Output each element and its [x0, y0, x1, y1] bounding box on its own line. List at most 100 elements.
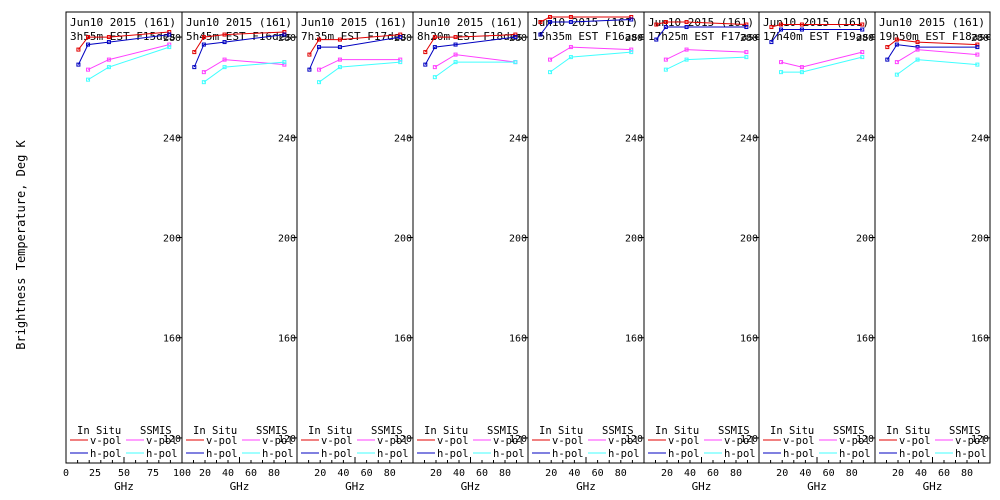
- y-tick-label: 160: [971, 334, 989, 345]
- legend-label: v-pol: [493, 435, 525, 447]
- legend-title-ssmis: SSMIS: [256, 425, 288, 437]
- y-tick-label: 280: [971, 33, 989, 44]
- data-point: [423, 50, 428, 55]
- legend-label: h-pol: [493, 448, 525, 460]
- panel-date: Jun10 2015 (161): [301, 16, 407, 29]
- x-axis-label: GHz: [692, 480, 712, 493]
- legend-label: h-pol: [552, 448, 584, 460]
- panel-date: Jun10 2015 (161): [532, 16, 638, 29]
- data-point: [663, 57, 668, 62]
- y-tick-label: 240: [163, 133, 181, 144]
- legend-label: v-pol: [839, 435, 871, 447]
- legend-label: h-pol: [321, 448, 353, 460]
- series-line: [434, 54, 516, 68]
- data-point: [799, 22, 804, 27]
- legend-label: h-pol: [899, 448, 931, 460]
- series-line: [886, 44, 978, 60]
- legend-title-ssmis: SSMIS: [949, 425, 981, 437]
- legend-label: v-pol: [377, 435, 409, 447]
- legend-label: v-pol: [955, 435, 987, 447]
- series-line: [886, 39, 978, 48]
- y-tick-label: 240: [509, 133, 527, 144]
- legend-label: h-pol: [668, 448, 700, 460]
- series-line: [424, 34, 516, 53]
- series-line: [549, 46, 632, 61]
- data-point: [894, 37, 899, 42]
- data-point: [538, 20, 543, 25]
- data-point: [398, 35, 403, 40]
- data-point: [106, 65, 111, 70]
- legend-label: v-pol: [724, 435, 756, 447]
- legend-title-insitu: In Situ: [77, 425, 121, 437]
- series-line: [780, 51, 863, 68]
- legend-title-ssmis: SSMIS: [833, 425, 865, 437]
- data-point: [538, 32, 543, 37]
- series-line: [308, 36, 401, 70]
- y-tick-label: 160: [509, 334, 527, 345]
- data-point: [548, 70, 553, 75]
- x-tick-label: 60: [361, 468, 373, 479]
- data-point: [453, 52, 458, 57]
- x-tick-label: 20: [892, 468, 904, 479]
- data-point: [167, 32, 172, 37]
- data-point: [860, 27, 865, 32]
- panel-time: 3h55m EST F15des: [70, 30, 176, 43]
- series-line: [308, 34, 401, 55]
- data-point: [744, 50, 749, 55]
- data-point: [975, 62, 980, 67]
- series-line: [434, 61, 516, 78]
- data-point: [769, 25, 774, 30]
- panel-time: 7h35m EST F17des: [301, 30, 407, 43]
- data-point: [86, 67, 91, 72]
- legend-title-insitu: In Situ: [424, 425, 468, 437]
- data-point: [192, 50, 197, 55]
- legend-label: v-pol: [321, 435, 353, 447]
- series-line: [540, 19, 632, 35]
- y-tick-label: 200: [163, 234, 181, 245]
- y-tick-label: 240: [278, 133, 296, 144]
- y-tick-label: 280: [394, 33, 412, 44]
- legend-title-ssmis: SSMIS: [718, 425, 750, 437]
- y-tick-label: 160: [163, 334, 181, 345]
- series-line: [87, 44, 170, 71]
- data-point: [568, 45, 573, 50]
- x-tick-label: 40: [453, 468, 465, 479]
- x-tick-label: 40: [915, 468, 927, 479]
- y-tick-label: 200: [625, 234, 643, 245]
- data-point: [513, 60, 518, 65]
- x-axis-label: GHz: [576, 480, 596, 493]
- data-point: [317, 67, 322, 72]
- series-line: [771, 29, 863, 43]
- panel-time: 15h35m EST F16asc: [532, 30, 645, 43]
- data-point: [432, 75, 437, 80]
- series-line: [665, 56, 747, 71]
- data-point: [799, 65, 804, 70]
- y-tick-label: 120: [971, 434, 989, 445]
- y-tick-label: 160: [625, 334, 643, 345]
- data-point: [201, 42, 206, 47]
- x-tick-label: 20: [776, 468, 788, 479]
- y-tick-label: 280: [856, 33, 874, 44]
- x-tick-label: 75: [147, 468, 159, 479]
- y-tick-label: 240: [394, 133, 412, 144]
- series-line: [78, 31, 170, 50]
- data-point: [548, 20, 553, 25]
- x-axis-label: GHz: [461, 480, 481, 493]
- legend-label: h-pol: [377, 448, 409, 460]
- data-point: [201, 80, 206, 85]
- legend-label: v-pol: [552, 435, 584, 447]
- legend-label: v-pol: [437, 435, 469, 447]
- series-line: [655, 26, 747, 40]
- data-point: [192, 65, 197, 70]
- data-point: [317, 45, 322, 50]
- panel-2: 120 160 200 240 280 20 40 60 80 GHz Jun10 2015 (16…: [181, 11, 298, 493]
- data-point: [423, 62, 428, 67]
- data-point: [568, 55, 573, 60]
- data-point: [915, 57, 920, 62]
- x-tick-label: 60: [707, 468, 719, 479]
- data-point: [629, 17, 634, 22]
- legend-title-insitu: In Situ: [539, 425, 583, 437]
- series-line: [318, 61, 401, 83]
- y-tick-label: 120: [509, 434, 527, 445]
